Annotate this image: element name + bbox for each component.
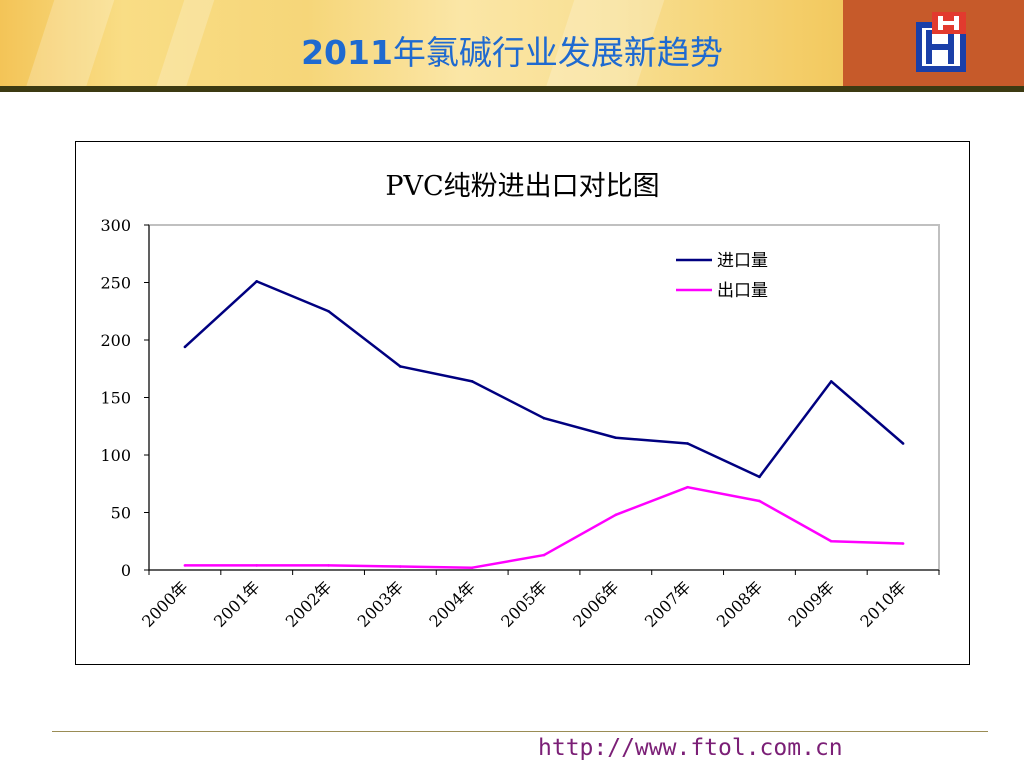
x-tick-label: 2009年 [785, 577, 839, 631]
data-point [399, 365, 402, 368]
data-point [183, 345, 187, 349]
x-tick-label: 2002年 [282, 577, 336, 631]
series-line-1 [184, 280, 904, 479]
data-point [327, 309, 330, 313]
footer-divider [52, 731, 988, 732]
data-point [829, 380, 833, 383]
data-point [542, 416, 546, 420]
data-point [183, 564, 187, 567]
chart-container: PVC纯粉进出口对比图 0 50 100 150 200 250 300 2000年 2001年… [75, 141, 970, 665]
x-tick-label: 2000年 [138, 577, 192, 631]
y-tick-label: 0 [121, 561, 131, 580]
line-chart: 0 50 100 150 200 250 300 2000年 2001年 2002年 2003年 20… [100, 216, 940, 631]
header-divider [0, 86, 1024, 92]
data-point [901, 442, 905, 445]
data-point [327, 564, 330, 567]
data-point [399, 565, 402, 568]
y-tick-label: 200 [100, 331, 131, 350]
x-tick-label: 2006年 [569, 577, 623, 631]
page-title-text: 年氯碱行业发展新趋势 [392, 33, 723, 72]
y-tick-label: 50 [111, 504, 131, 523]
page-title: 2011年氯碱行业发展新趋势 [0, 26, 1024, 74]
y-tick-label: 100 [100, 446, 131, 465]
x-tick-label: 2005年 [497, 577, 551, 631]
data-point [470, 380, 474, 383]
data-point [686, 442, 689, 445]
data-point [686, 485, 689, 489]
x-tick-label: 2010年 [856, 577, 910, 631]
legend-label: 出口量 [717, 281, 768, 301]
data-point [758, 499, 761, 503]
data-point [758, 475, 761, 479]
data-point [614, 436, 618, 440]
data-point [901, 542, 905, 545]
data-point [542, 553, 546, 557]
x-tick-label: 2001年 [210, 577, 264, 631]
legend-label: 进口量 [717, 251, 768, 271]
x-tick-label: 2007年 [641, 577, 695, 631]
x-tick-label: 2008年 [713, 577, 767, 631]
data-point [255, 564, 259, 567]
y-tick-label: 250 [100, 274, 131, 293]
y-tick-label: 300 [100, 216, 131, 235]
chart-title: PVC纯粉进出口对比图 [385, 171, 660, 202]
x-tick-label: 2003年 [354, 577, 408, 631]
y-tick-label: 150 [100, 389, 131, 408]
header-banner [0, 0, 1024, 92]
data-point [255, 280, 259, 283]
x-tick-label: 2004年 [425, 577, 479, 631]
hh-logo-icon [916, 12, 966, 72]
footer-url: http://www.ftol.com.cn [538, 735, 843, 761]
data-point [829, 539, 833, 543]
page-title-year: 2011 [301, 33, 393, 72]
data-point [614, 513, 618, 517]
data-point [470, 566, 474, 569]
